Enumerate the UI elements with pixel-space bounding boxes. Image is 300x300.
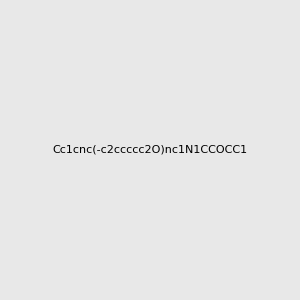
Text: Cc1cnc(-c2ccccc2O)nc1N1CCOCC1: Cc1cnc(-c2ccccc2O)nc1N1CCOCC1 — [52, 145, 247, 155]
